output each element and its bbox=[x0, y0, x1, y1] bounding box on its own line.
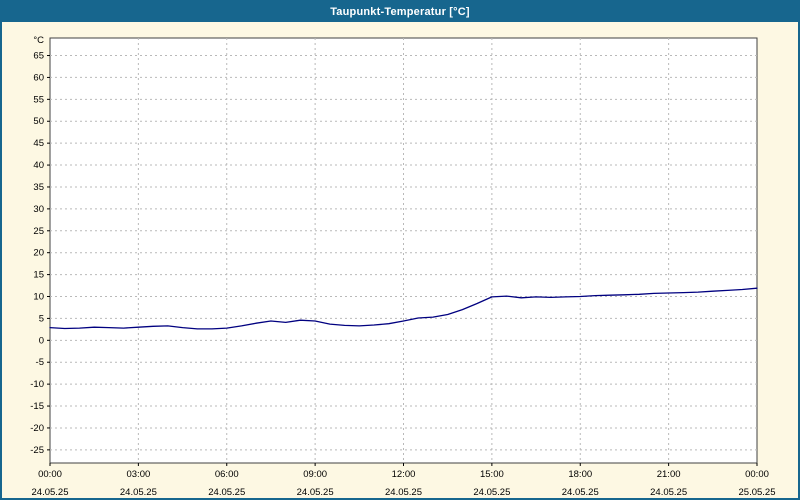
dewpoint-temperature-chart: 65605550454035302520151050-5-10-15-20-25… bbox=[30, 35, 776, 498]
window-titlebar: Taupunkt-Temperatur [°C] bbox=[2, 2, 798, 22]
x-tick-time-label: 00:00 bbox=[38, 469, 62, 480]
y-tick-label: 30 bbox=[33, 204, 44, 215]
y-tick-label: 0 bbox=[39, 335, 44, 346]
y-tick-label: 35 bbox=[33, 182, 44, 193]
x-tick-time-label: 09:00 bbox=[303, 469, 327, 480]
y-tick-label: 65 bbox=[33, 51, 44, 62]
y-tick-label: -5 bbox=[36, 357, 44, 368]
x-tick-date-label: 24.05.25 bbox=[385, 487, 422, 498]
y-tick-label: 50 bbox=[33, 116, 44, 127]
y-tick-label: -20 bbox=[30, 423, 44, 434]
y-tick-label: 55 bbox=[33, 94, 44, 105]
y-tick-label: 20 bbox=[33, 248, 44, 259]
x-tick-time-label: 15:00 bbox=[480, 469, 504, 480]
chart-area: 65 60 55 50 45 40 35 30 25 20 15 10 5 0 -5 -10 -15 -20 -25… bbox=[2, 22, 798, 498]
y-tick-label: 60 bbox=[33, 72, 44, 83]
x-tick-date-label: 24.05.25 bbox=[208, 487, 245, 498]
y-tick-label: -10 bbox=[30, 379, 44, 390]
y-tick-label: 10 bbox=[33, 292, 44, 303]
x-tick-date-label: 24.05.25 bbox=[473, 487, 510, 498]
x-tick-time-label: 03:00 bbox=[126, 469, 150, 480]
x-tick-time-label: 00:00 bbox=[745, 469, 769, 480]
y-tick-label: 40 bbox=[33, 160, 44, 171]
x-tick-date-label: 25.05.25 bbox=[739, 487, 776, 498]
y-axis-unit: °C bbox=[33, 35, 44, 46]
window-title: Taupunkt-Temperatur [°C] bbox=[330, 6, 470, 18]
y-tick-label: 25 bbox=[33, 226, 44, 237]
x-tick-date-label: 24.05.25 bbox=[120, 487, 157, 498]
x-tick-date-label: 24.05.25 bbox=[650, 487, 687, 498]
y-tick-label: 5 bbox=[39, 313, 44, 324]
x-tick-time-label: 06:00 bbox=[215, 469, 239, 480]
dewpoint-line-series bbox=[49, 287, 758, 330]
x-tick-time-label: 21:00 bbox=[657, 469, 681, 480]
x-tick-time-label: 12:00 bbox=[392, 469, 416, 480]
x-tick-date-label: 24.05.25 bbox=[32, 487, 69, 498]
y-tick-label: -25 bbox=[30, 445, 44, 456]
y-tick-label: 15 bbox=[33, 270, 44, 281]
x-tick-date-label: 24.05.25 bbox=[297, 487, 334, 498]
x-tick-time-label: 18:00 bbox=[568, 469, 592, 480]
x-tick-date-label: 24.05.25 bbox=[562, 487, 599, 498]
y-tick-label: -15 bbox=[30, 401, 44, 412]
y-tick-label: 45 bbox=[33, 138, 44, 149]
